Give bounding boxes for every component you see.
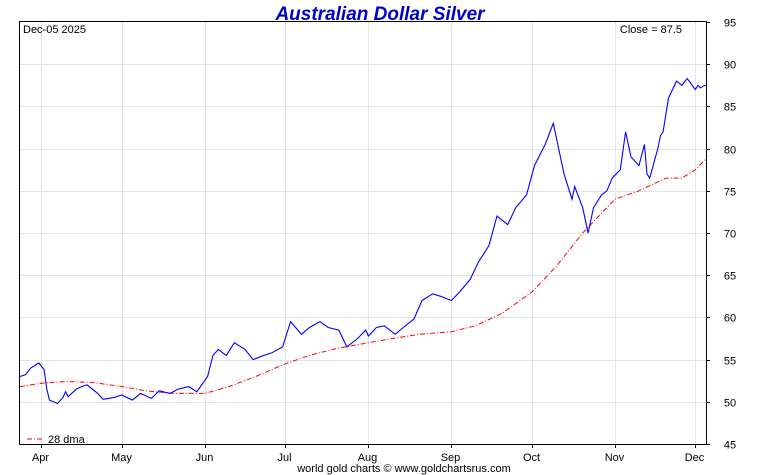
footer-credit: world gold charts © www.goldchartsrus.co… (296, 463, 511, 475)
x-tick-label: Sep (441, 452, 461, 464)
y-tick-label: 60 (724, 313, 736, 325)
x-tick-label: Nov (605, 452, 625, 464)
legend-dma-label: 28 dma (48, 434, 86, 446)
legend: 28 dma (27, 434, 86, 446)
y-axis: 45 50 55 60 65 70 75 80 85 90 95 (706, 18, 736, 452)
y-tick-label: 70 (724, 229, 736, 241)
y-tick-label: 80 (724, 145, 736, 157)
grid (20, 22, 706, 444)
price-series-line (19, 77, 707, 405)
y-tick-label: 65 (724, 271, 736, 283)
y-tick-label: 50 (724, 398, 736, 410)
x-tick-label: Oct (523, 452, 540, 464)
y-tick-label: 95 (724, 18, 736, 30)
dma-series-line (19, 158, 707, 394)
x-axis: Apr May Jun Jul Aug Sep Oct Nov Dec (32, 444, 705, 464)
x-tick-label: Jun (196, 452, 214, 464)
date-label: Dec-05 2025 (23, 24, 86, 36)
x-tick-label: Dec (685, 452, 705, 464)
x-tick-label: Apr (32, 452, 49, 464)
x-tick-label: Jul (277, 452, 291, 464)
y-tick-label: 55 (724, 356, 736, 368)
y-tick-label: 45 (724, 440, 736, 452)
x-tick-label: May (111, 452, 132, 464)
y-tick-label: 75 (724, 187, 736, 199)
close-label: Close = 87.5 (620, 24, 682, 36)
y-tick-label: 85 (724, 102, 736, 114)
chart-title: Australian Dollar Silver (274, 4, 486, 25)
y-tick-label: 90 (724, 60, 736, 72)
x-tick-label: Aug (358, 452, 378, 464)
